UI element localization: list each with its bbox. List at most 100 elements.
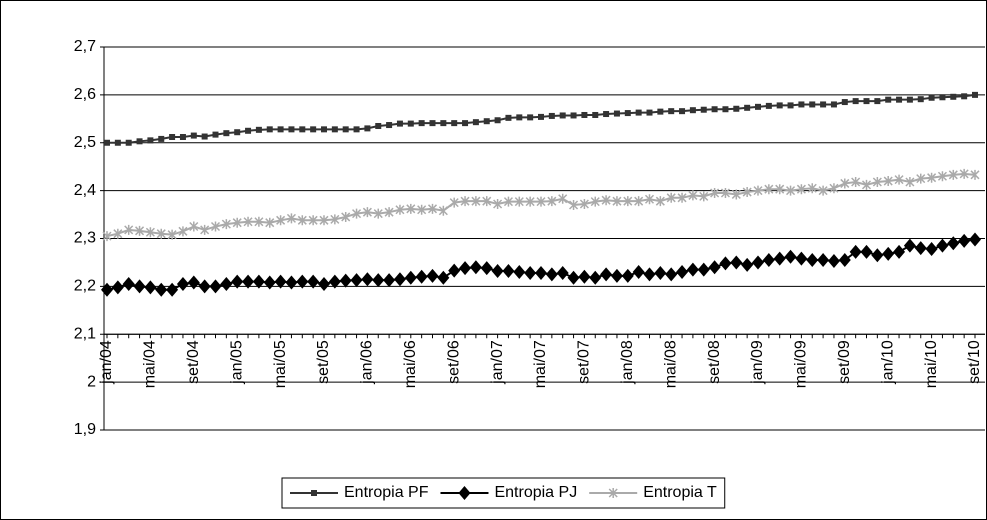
marker [318,276,330,291]
marker [741,257,754,272]
marker [166,282,179,297]
marker [375,122,382,129]
marker [296,274,309,289]
marker [688,190,698,201]
legend-label: Entropia PJ [494,484,577,501]
x-tick-label: set/04 [185,340,202,384]
marker [136,138,143,145]
marker [277,126,284,133]
marker [708,260,721,275]
marker [559,112,566,119]
marker [818,185,828,196]
marker [841,99,848,106]
marker [882,246,895,261]
marker [263,275,276,290]
marker [113,228,123,239]
marker [460,196,470,207]
marker [570,112,577,119]
marker [187,275,200,290]
marker [970,169,980,180]
marker [538,113,544,120]
y-tick-label: 1,9 [74,421,96,438]
marker [699,191,709,202]
marker [762,253,775,268]
marker [916,173,926,184]
marker [676,265,689,280]
marker [755,103,761,110]
y-tick-label: 2,5 [74,134,96,151]
marker [711,106,718,113]
marker [936,238,949,253]
marker [742,187,752,198]
marker [220,276,233,291]
legend-box [281,477,726,509]
marker [438,205,448,216]
marker [827,254,840,269]
marker [896,96,903,103]
marker [939,94,946,101]
marker [753,185,763,196]
marker [245,127,252,134]
marker [514,196,524,207]
marker [787,102,794,109]
marker [179,134,186,141]
marker [914,241,927,256]
marker [342,126,349,133]
marker [775,184,785,195]
x-tick-label: jan/06 [359,340,376,385]
marker [592,111,599,118]
marker [212,131,219,138]
marker [795,251,808,266]
marker [731,189,741,200]
x-tick-label: mai/08 [662,340,679,388]
marker [893,244,906,259]
marker [418,120,425,127]
marker [969,232,981,247]
marker [547,196,557,207]
marker [395,204,405,215]
marker [167,229,177,240]
marker [820,101,827,108]
marker [503,196,513,207]
x-tick-label: mai/04 [142,340,159,388]
marker [406,203,416,214]
marker [852,98,859,105]
x-tick-label: set/09 [836,340,853,384]
marker [135,225,145,236]
marker [462,120,469,127]
marker [328,274,341,289]
marker [265,217,275,228]
marker [863,98,870,105]
marker [102,231,112,242]
marker [545,267,558,282]
marker [903,238,916,253]
marker [125,139,132,146]
marker [872,177,882,188]
marker [339,273,352,288]
marker [654,265,667,280]
marker [686,262,699,277]
y-tick-label: 2,2 [74,278,96,295]
marker [513,265,526,280]
marker [733,105,740,112]
marker [200,224,210,235]
x-tick-label: jan/05 [228,340,245,385]
marker [469,260,482,275]
marker [950,93,957,100]
marker [722,106,729,113]
marker [643,267,656,282]
marker [459,261,472,276]
marker [786,185,796,196]
marker [579,199,589,210]
marker [232,217,242,228]
marker [254,216,264,227]
marker [176,276,189,291]
marker [590,196,600,207]
marker [384,207,394,218]
marker [373,208,383,219]
marker [516,114,523,121]
marker [937,171,947,182]
marker [493,199,503,210]
marker [589,270,602,285]
